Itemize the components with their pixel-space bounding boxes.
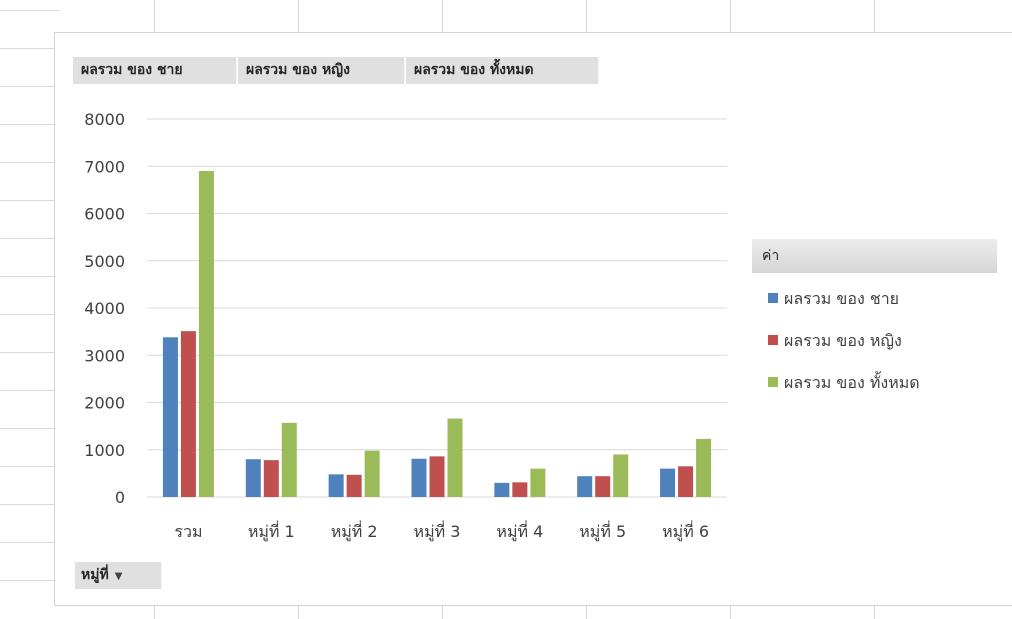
legend-title: ค่า — [752, 239, 997, 273]
y-tick-label: 0 — [115, 488, 125, 507]
legend-label: ผลรวม ของ ชาย — [784, 289, 900, 308]
y-tick-label: 6000 — [84, 205, 125, 224]
bar — [429, 456, 445, 497]
y-tick-label: 4000 — [84, 299, 125, 318]
bar — [696, 438, 712, 497]
dropdown-arrow-icon: ▼ — [114, 571, 123, 582]
legend-swatch — [768, 334, 778, 345]
bar — [263, 460, 279, 497]
legend-item[interactable]: ผลรวม ของ หญิง — [768, 329, 902, 353]
grid-row-line — [0, 390, 60, 391]
x-tick-label: หมู่ที่ 4 — [496, 520, 543, 542]
pivot-chart[interactable]: ผลรวม ของ ชาย ผลรวม ของ หญิง ผลรวม ของ ท… — [54, 32, 1012, 606]
grid-row-line — [0, 504, 60, 505]
grid-row-line — [0, 276, 60, 277]
bar — [512, 482, 528, 497]
bar — [595, 476, 611, 497]
field-button-female-sum[interactable]: ผลรวม ของ หญิง — [238, 57, 405, 84]
x-tick-label: หมู่ที่ 3 — [414, 520, 461, 542]
bar — [411, 458, 427, 497]
bar — [447, 418, 463, 497]
legend-item[interactable]: ผลรวม ของ ทั้งหมด — [768, 371, 920, 395]
axis-field-label: หมู่ที่ — [81, 567, 109, 583]
bar — [577, 476, 593, 497]
y-tick-label: 3000 — [84, 346, 125, 365]
bar — [180, 331, 196, 497]
bar — [678, 466, 694, 497]
grid-row-line — [0, 542, 60, 543]
bar — [328, 474, 344, 497]
bar — [281, 422, 297, 497]
legend-label: ผลรวม ของ หญิง — [784, 331, 902, 350]
legend-swatch — [768, 376, 778, 387]
legend-label: ผลรวม ของ ทั้งหมด — [784, 373, 920, 392]
x-tick-label: หมู่ที่ 1 — [248, 520, 295, 542]
y-tick-label: 7000 — [84, 157, 125, 176]
grid-row-line — [0, 48, 60, 49]
y-tick-label: 5000 — [84, 252, 125, 271]
x-tick-label: หมู่ที่ 5 — [579, 520, 626, 542]
legend-item[interactable]: ผลรวม ของ ชาย — [768, 287, 899, 311]
chart-plot-area: 0 1000 2000 3000 4000 5000 6000 7000 8000 รวม หมู่… — [84, 110, 727, 542]
legend-swatch — [768, 292, 778, 303]
bar — [162, 337, 178, 497]
grid-row-line — [0, 352, 60, 353]
bar — [660, 468, 676, 497]
bar — [245, 459, 261, 497]
grid-row-line — [0, 314, 60, 315]
grid-row-line — [0, 162, 60, 163]
bar — [364, 450, 380, 497]
x-tick-label: รวม — [174, 522, 202, 541]
grid-row-line — [0, 124, 60, 125]
field-button-total-sum[interactable]: ผลรวม ของ ทั้งหมด — [406, 57, 599, 84]
grid-row-line — [0, 200, 60, 201]
x-tick-label: หมู่ที่ 2 — [331, 520, 378, 542]
x-tick-label: หมู่ที่ 6 — [662, 520, 709, 542]
axis-field-button[interactable]: หมู่ที่ ▼ — [75, 562, 162, 589]
grid-row-line — [0, 428, 60, 429]
bar — [494, 482, 510, 497]
grid-row-line — [0, 466, 60, 467]
grid-row-line — [0, 238, 60, 239]
grid-row-line — [0, 86, 60, 87]
bar — [530, 468, 546, 497]
grid-row-line — [0, 10, 60, 11]
y-tick-label: 2000 — [84, 394, 125, 413]
bar — [198, 170, 214, 497]
grid-row-line — [0, 580, 60, 581]
field-button-male-sum[interactable]: ผลรวม ของ ชาย — [73, 57, 237, 84]
y-tick-label: 1000 — [84, 441, 125, 460]
bar — [613, 454, 629, 497]
bar — [346, 474, 362, 497]
y-tick-label: 8000 — [84, 110, 125, 129]
